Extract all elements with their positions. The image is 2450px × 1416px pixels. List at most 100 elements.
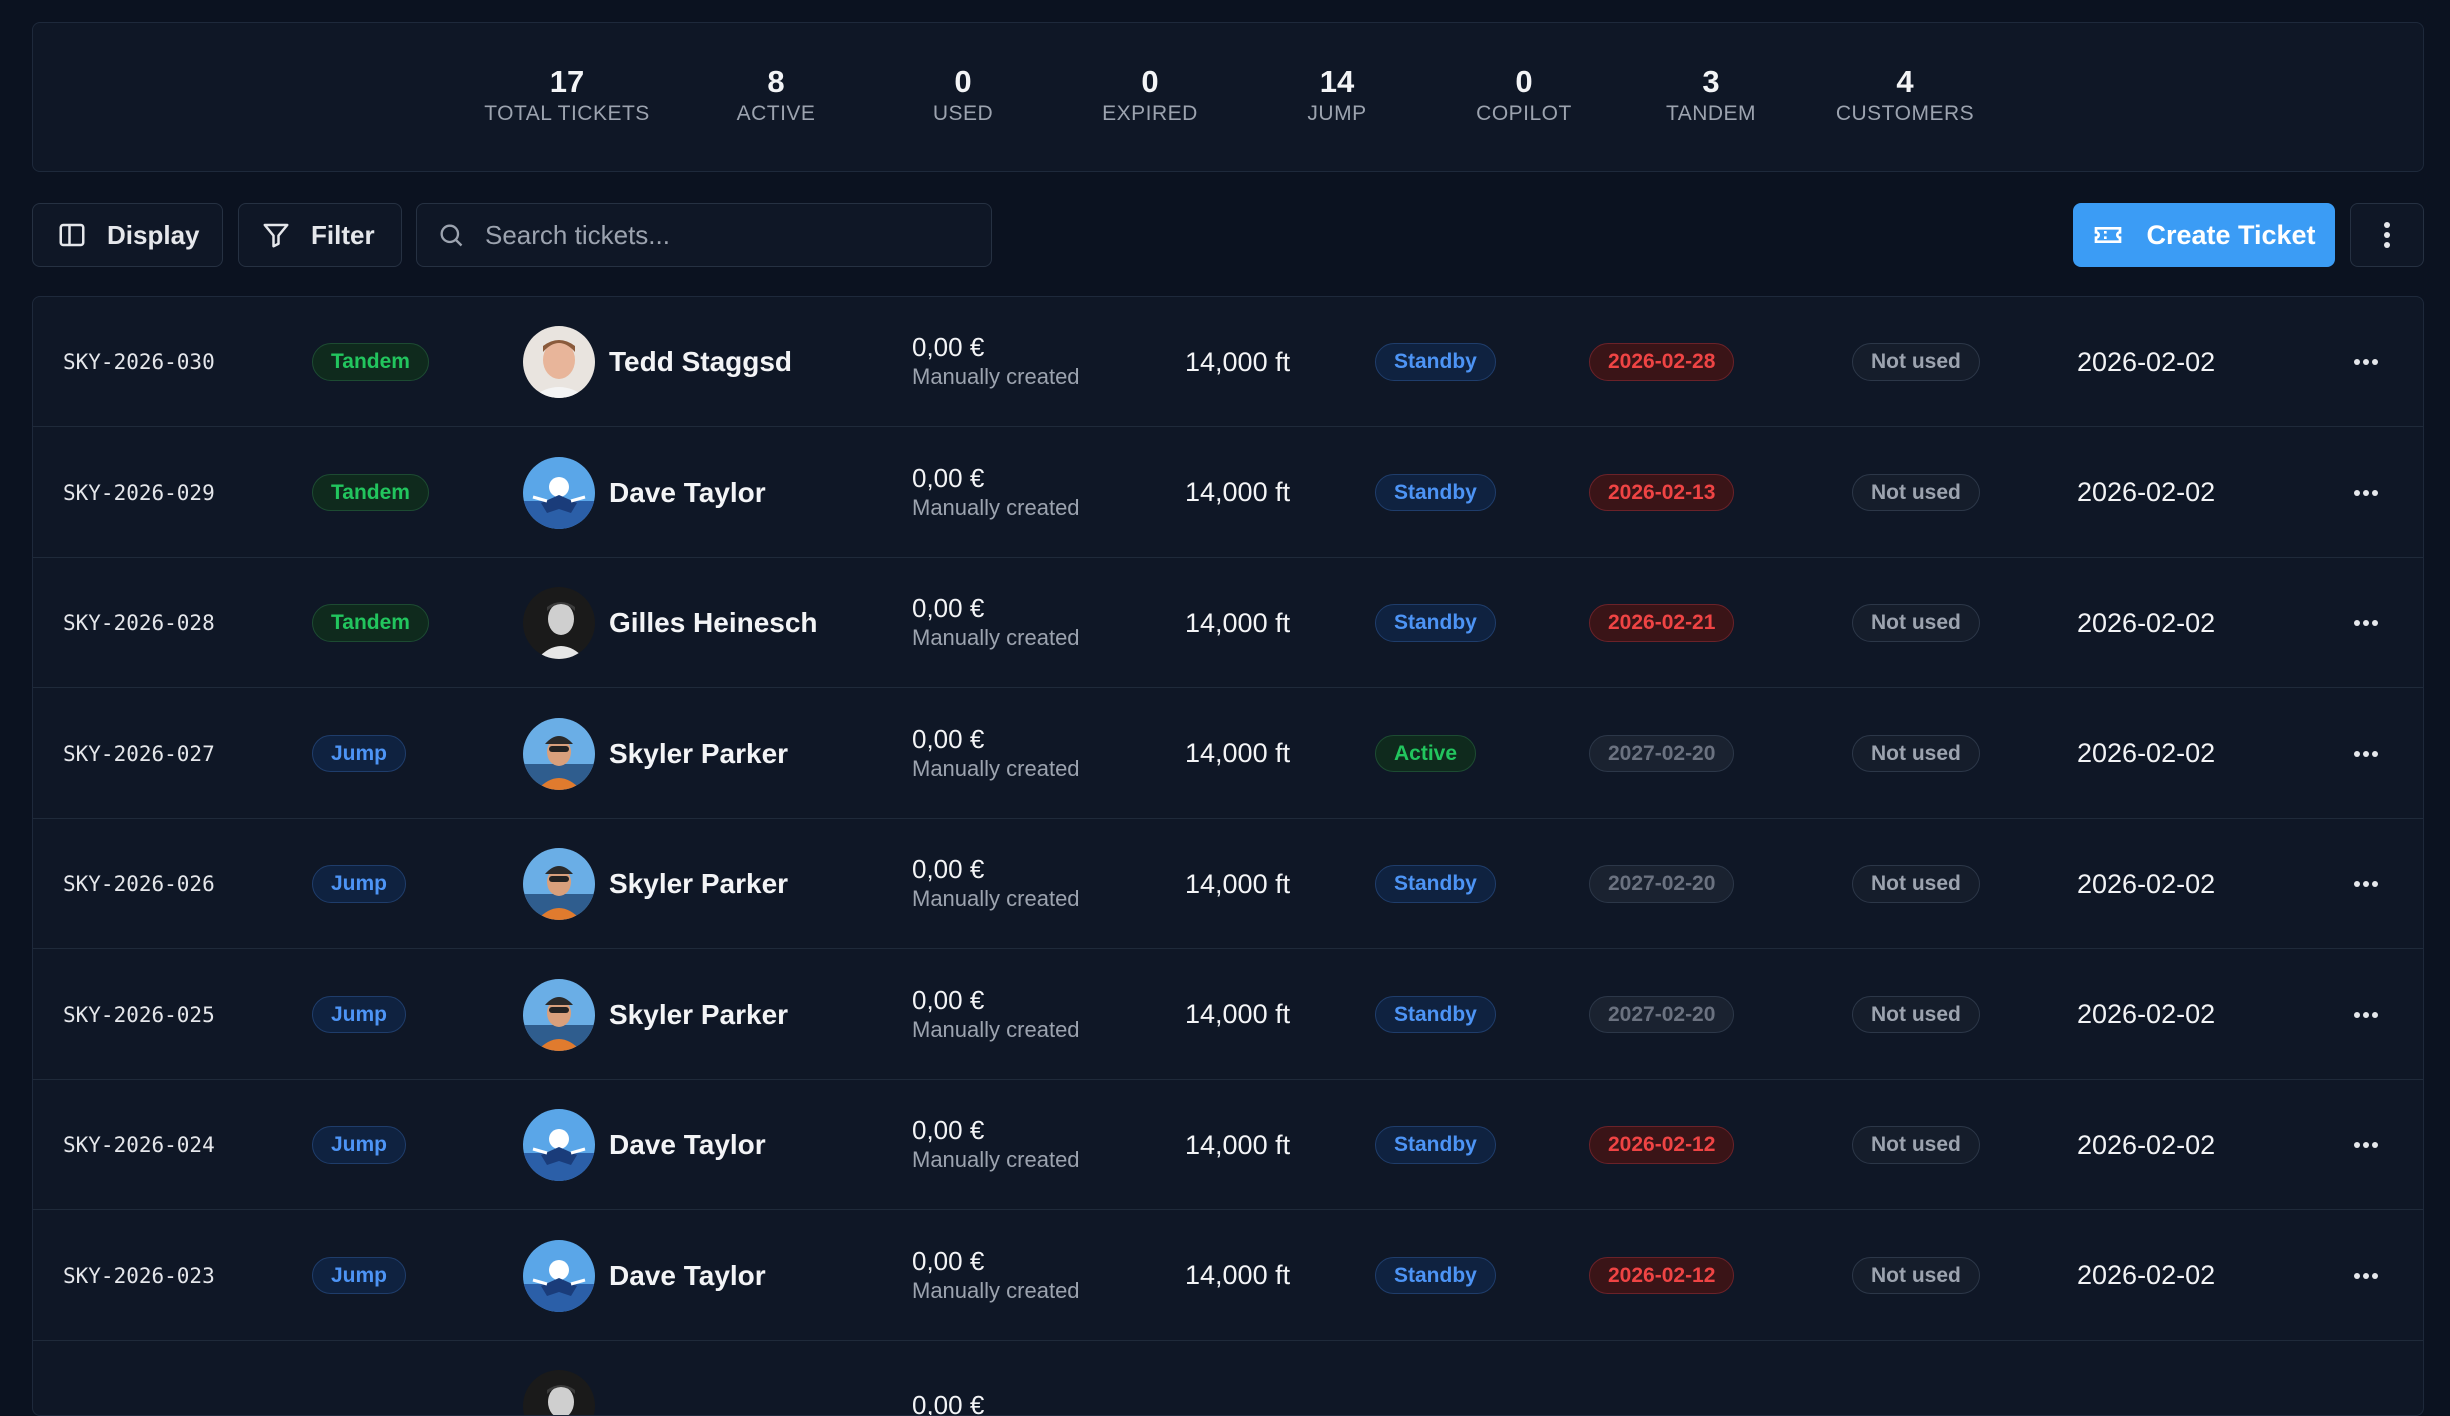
display-label: Display bbox=[107, 219, 200, 250]
avatar bbox=[523, 326, 595, 398]
row-actions-button[interactable] bbox=[2353, 1080, 2379, 1210]
filter-button[interactable]: Filter bbox=[238, 203, 402, 267]
usage-badge: Not used bbox=[1852, 865, 1980, 903]
row-actions-button[interactable] bbox=[2353, 297, 2379, 427]
search-input[interactable] bbox=[483, 218, 967, 252]
horizontal-dots-icon bbox=[2354, 1011, 2378, 1018]
tickets-table: SKY-2026-030 Tandem Tedd Staggsd 0,00 € Man… bbox=[32, 296, 2424, 1416]
table-row[interactable]: SKY-2026-023 Jump Dave Taylor 0,00 € Manual… bbox=[33, 1211, 2423, 1341]
avatar bbox=[523, 1109, 595, 1181]
price-value: 0,00 € bbox=[912, 723, 985, 754]
ticket-id: SKY-2026-029 bbox=[63, 480, 215, 505]
table-row[interactable]: SKY-2026-029 Tandem Dave Taylor 0,00 € Manu… bbox=[33, 428, 2423, 558]
price-cell: 0,00 € bbox=[912, 1341, 984, 1415]
price-value: 0,00 € bbox=[912, 462, 985, 493]
altitude: 14,000 ft bbox=[1185, 738, 1291, 768]
price-cell: 0,00 € Manually created bbox=[912, 297, 1080, 427]
customer-name: Skyler Parker bbox=[609, 868, 789, 899]
usage-badge: Not used bbox=[1852, 1256, 1980, 1295]
toolbar: Display Filter Create Ticket bbox=[32, 203, 2424, 267]
row-actions-button[interactable] bbox=[2353, 819, 2379, 949]
table-row[interactable]: SKY-2026-030 Tandem Tedd Staggsd 0,00 € Man… bbox=[33, 297, 2423, 427]
expiry-date-badge: 2026-02-12 bbox=[1589, 1256, 1735, 1295]
table-row[interactable]: SKY-2026-026 Jump Skyler Parker 0,00 € Manu… bbox=[33, 819, 2423, 949]
created-date: 2026-02-02 bbox=[2077, 607, 2216, 638]
table-row[interactable]: SKY-2026-027 Jump Skyler Parker 0,00 € Manu… bbox=[33, 689, 2423, 819]
created-date: 2026-02-02 bbox=[2077, 868, 2216, 899]
price-cell: 0,00 € Manually created bbox=[912, 1211, 1080, 1341]
create-ticket-button[interactable]: Create Ticket bbox=[2073, 203, 2335, 267]
price-value: 0,00 € bbox=[912, 1245, 985, 1276]
horizontal-dots-icon bbox=[2354, 359, 2378, 365]
stat-copilot: 0 COPILOT bbox=[1404, 63, 1644, 126]
price-source: Manually created bbox=[912, 494, 1080, 520]
customer-cell[interactable]: Dave Taylor bbox=[523, 1080, 766, 1210]
altitude: 14,000 ft bbox=[1185, 999, 1291, 1029]
customer-cell[interactable]: Skyler Parker bbox=[523, 950, 788, 1080]
stat-jump: 14 JUMP bbox=[1217, 63, 1457, 126]
stat-total-tickets: 17 TOTAL TICKETS bbox=[447, 63, 687, 126]
altitude: 14,000 ft bbox=[1185, 607, 1291, 638]
expiry-date-badge: 2027-02-20 bbox=[1589, 995, 1735, 1034]
row-actions-button[interactable] bbox=[2353, 428, 2379, 558]
stat-active: 8 ACTIVE bbox=[656, 63, 896, 126]
status-badge: Standby bbox=[1375, 995, 1496, 1034]
stat-value: 14 bbox=[1319, 64, 1355, 99]
price-source: Manually created bbox=[912, 886, 1080, 912]
ticket-id: SKY-2026-023 bbox=[63, 1263, 215, 1288]
table-row[interactable]: 0,00 € bbox=[33, 1341, 2423, 1415]
customer-cell[interactable]: Gilles Heinesch bbox=[523, 558, 818, 688]
customer-name: Tedd Staggsd bbox=[609, 346, 793, 377]
horizontal-dots-icon bbox=[2354, 489, 2378, 496]
price-cell: 0,00 € Manually created bbox=[912, 1080, 1080, 1210]
expiry-date-badge: 2027-02-20 bbox=[1589, 734, 1735, 773]
customer-cell[interactable]: Tedd Staggsd bbox=[523, 297, 792, 427]
customer-cell[interactable] bbox=[523, 1341, 609, 1415]
avatar bbox=[523, 978, 595, 1051]
row-actions-button[interactable] bbox=[2353, 689, 2379, 819]
customer-name: Dave Taylor bbox=[609, 1129, 766, 1160]
stat-label: ACTIVE bbox=[736, 102, 816, 126]
more-options-button[interactable] bbox=[2350, 203, 2424, 267]
search-box[interactable] bbox=[416, 203, 992, 267]
horizontal-dots-icon bbox=[2354, 881, 2378, 887]
display-button[interactable]: Display bbox=[32, 203, 223, 267]
row-actions-button[interactable] bbox=[2353, 1211, 2379, 1341]
altitude: 14,000 ft bbox=[1185, 1260, 1291, 1290]
stat-label: TANDEM bbox=[1665, 102, 1757, 126]
ticket-id: SKY-2026-024 bbox=[63, 1133, 215, 1157]
usage-badge: Not used bbox=[1852, 343, 1980, 381]
avatar bbox=[523, 717, 595, 790]
stat-value: 17 bbox=[549, 64, 585, 99]
customer-cell[interactable]: Dave Taylor bbox=[523, 1211, 766, 1341]
stat-label: COPILOT bbox=[1476, 102, 1572, 126]
customer-cell[interactable]: Skyler Parker bbox=[523, 819, 788, 949]
status-badge: Active bbox=[1375, 734, 1477, 773]
table-row[interactable]: SKY-2026-025 Jump Skyler Parker 0,00 € Manu… bbox=[33, 950, 2423, 1080]
vertical-dots-icon bbox=[2384, 222, 2390, 248]
row-actions-button[interactable] bbox=[2353, 558, 2379, 688]
stat-value: 0 bbox=[1141, 64, 1159, 99]
table-row[interactable]: SKY-2026-028 Tandem Gilles Heinesch 0,00 €… bbox=[33, 558, 2423, 688]
ticket-type-badge: Jump bbox=[312, 995, 407, 1034]
customer-name: Gilles Heinesch bbox=[609, 607, 818, 638]
altitude: 14,000 ft bbox=[1185, 1129, 1291, 1160]
avatar bbox=[523, 1370, 595, 1415]
ticket-type-badge: Tandem bbox=[312, 343, 429, 381]
customer-cell[interactable]: Skyler Parker bbox=[523, 689, 788, 819]
ticket-id: SKY-2026-027 bbox=[63, 741, 215, 766]
stats-bar: 17 TOTAL TICKETS 8 ACTIVE 0 USED 0 EXPIR… bbox=[32, 22, 2424, 172]
price-cell: 0,00 € Manually created bbox=[912, 558, 1080, 688]
table-row[interactable]: SKY-2026-024 Jump Dave Taylor 0,00 € Manual… bbox=[33, 1080, 2423, 1210]
usage-badge: Not used bbox=[1852, 995, 1980, 1034]
price-value: 0,00 € bbox=[912, 854, 985, 885]
usage-badge: Not used bbox=[1852, 604, 1980, 642]
customer-cell[interactable]: Dave Taylor bbox=[523, 428, 766, 558]
stat-value: 4 bbox=[1896, 64, 1914, 99]
stat-label: EXPIRED bbox=[1102, 102, 1198, 126]
price-value: 0,00 € bbox=[912, 332, 985, 363]
stat-value: 0 bbox=[1515, 64, 1533, 99]
ticket-id: SKY-2026-028 bbox=[63, 611, 215, 635]
row-actions-button[interactable] bbox=[2353, 950, 2379, 1080]
price-source: Manually created bbox=[912, 364, 1080, 390]
